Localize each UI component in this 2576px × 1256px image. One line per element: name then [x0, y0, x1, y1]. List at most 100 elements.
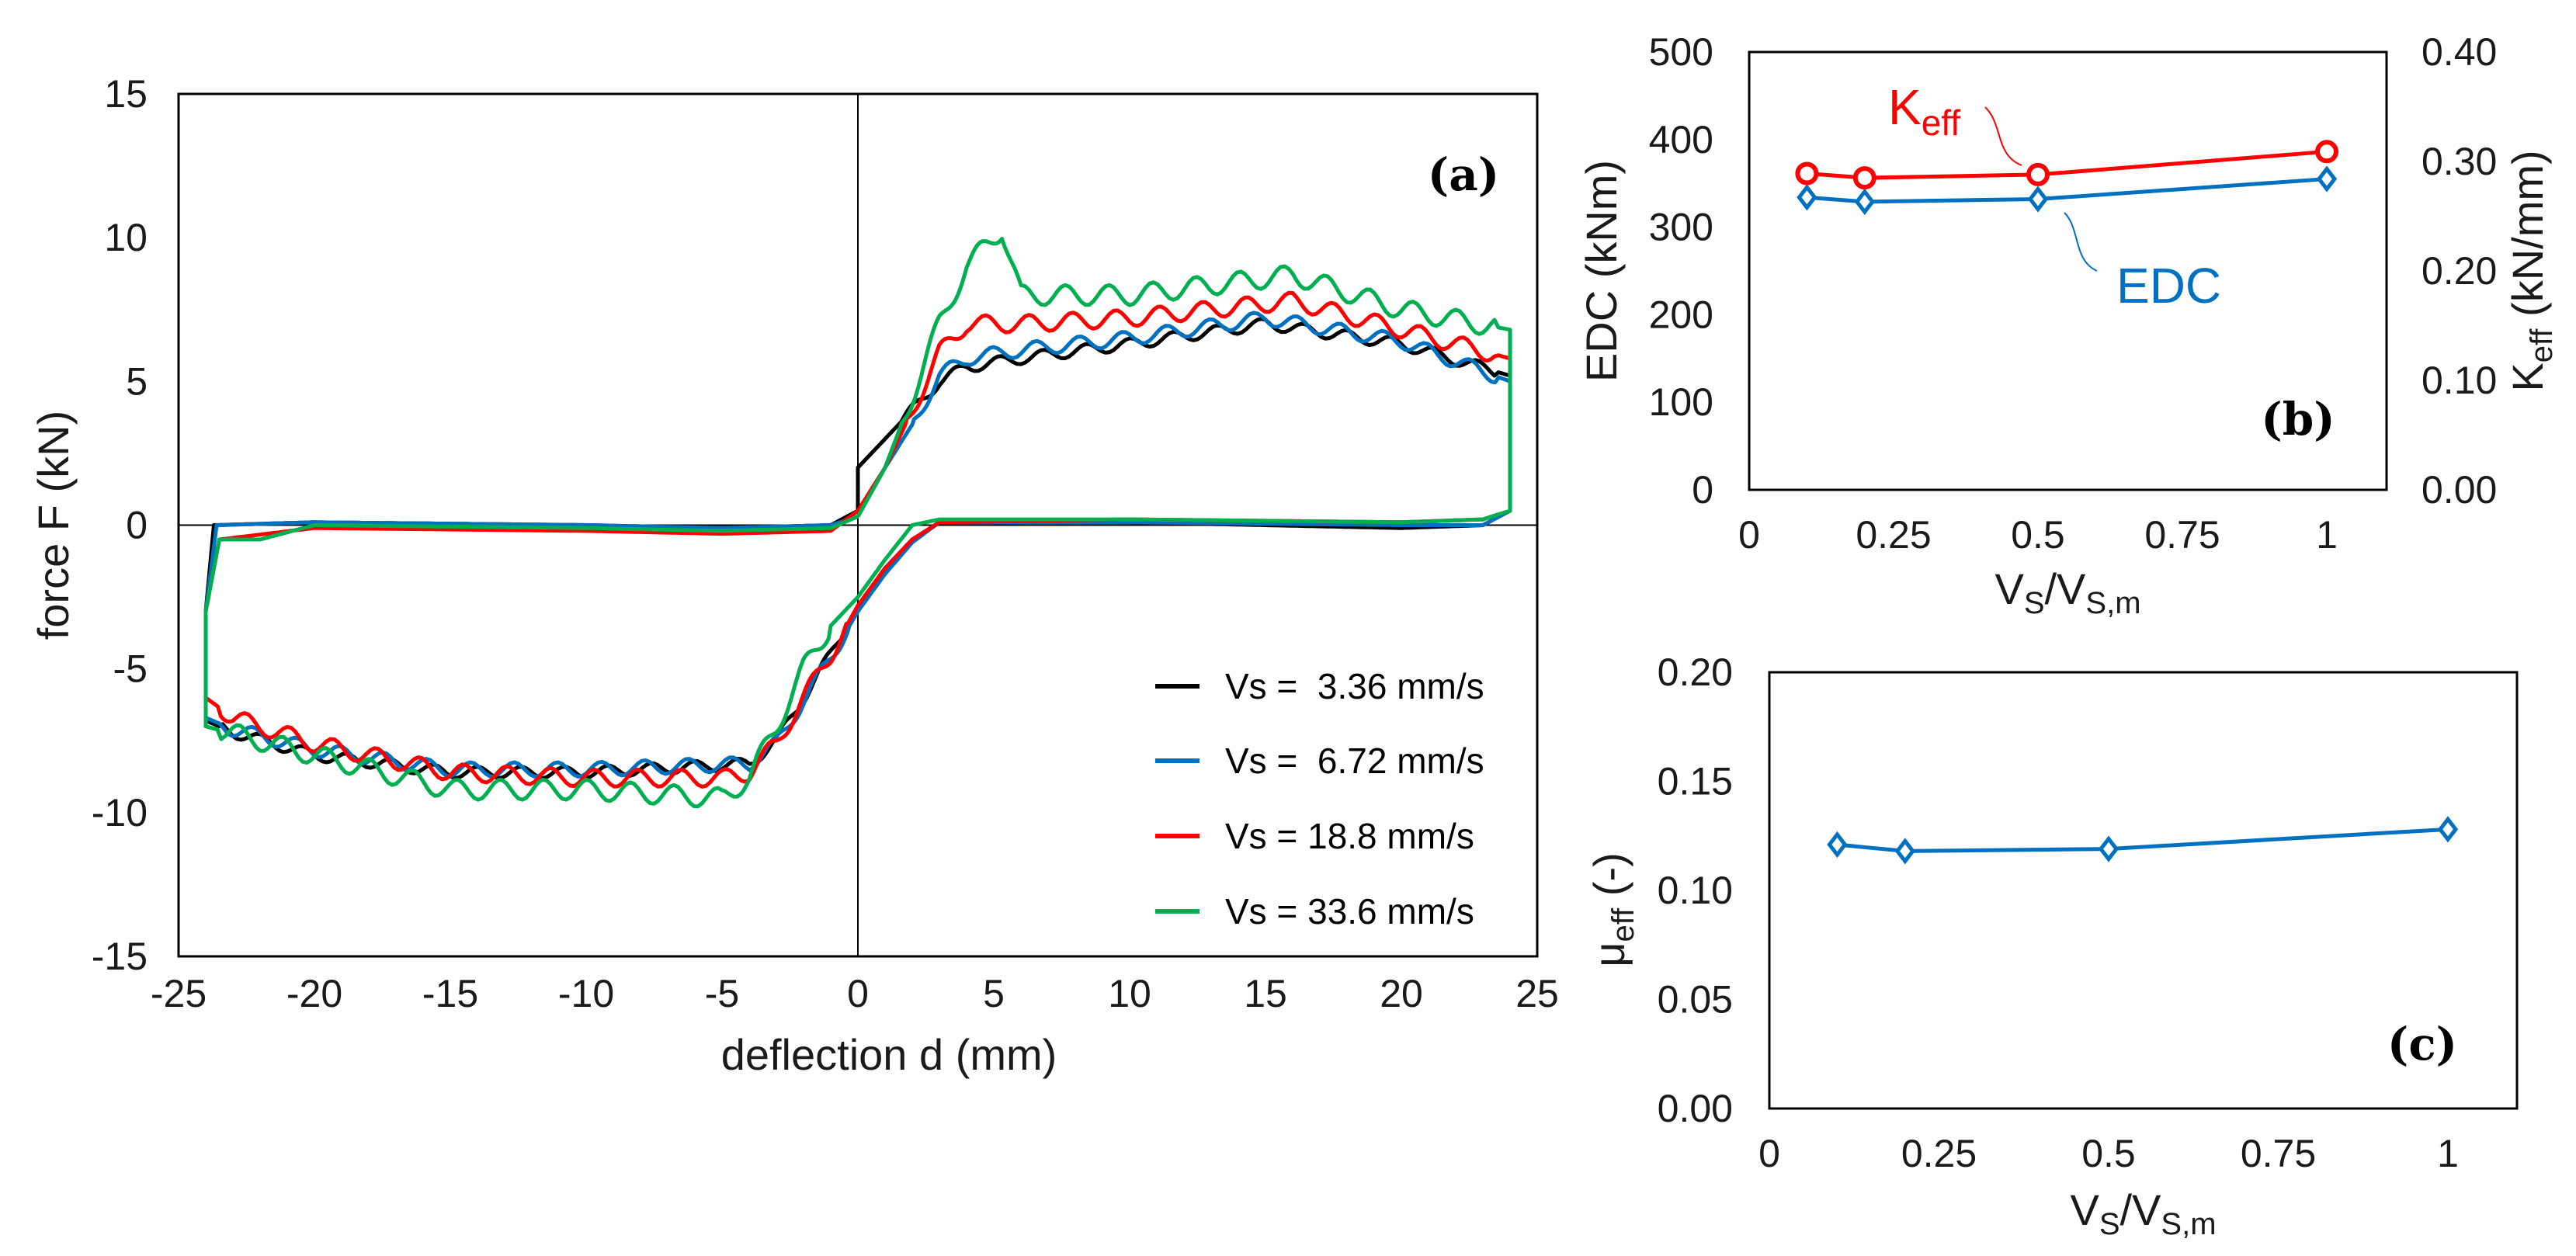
y-left-axis-label: EDC (kNm) — [1577, 160, 1626, 382]
y-tick-label: 0.00 — [1658, 1087, 1733, 1130]
keff-data-point — [1852, 166, 1876, 190]
series-line-mu — [1837, 827, 2449, 853]
legend-item: Vs = 3.36 mm/s — [1155, 666, 1484, 706]
series-line-3 — [203, 237, 1512, 809]
legend-label: Vs = 33.6 mm/s — [1225, 891, 1474, 932]
x-tick-label: 15 — [1244, 972, 1287, 1015]
mu-data-point — [2437, 816, 2459, 843]
series-line-edc — [1807, 177, 2328, 204]
edc-data-point — [1797, 184, 1817, 211]
panel-b: 0 0.25 0.5 0.75 1 0 100 200 300 400 500 0.00 0.10 0.2… — [1577, 30, 2559, 620]
y-axis-label: μeff (-) — [1585, 852, 1640, 967]
y-label-subscript: eff — [2525, 328, 2559, 363]
y-left-tick-label: 500 — [1649, 30, 1713, 74]
keff-data-point — [2315, 140, 2338, 164]
y-left-tick-label: 300 — [1649, 206, 1713, 249]
y-right-tick-label: 0.10 — [2422, 359, 2497, 402]
y-label-subscript: eff — [1606, 907, 1640, 942]
x-label-part: /V — [2120, 1185, 2162, 1234]
panel-a: -25 -20 -15 -10 -5 0 5 10 15 20 25 -15 -10 -5 0 5 10 15 de… — [29, 72, 1559, 1079]
x-axis-label: VS/VS,m — [1994, 564, 2140, 620]
x-label-subscript: S — [2099, 1207, 2120, 1241]
series-line-1 — [203, 311, 1512, 779]
legend-item: Vs = 18.8 mm/s — [1155, 816, 1474, 856]
x-axis-label: VS/VS,m — [2070, 1185, 2216, 1241]
x-tick-label: 20 — [1380, 972, 1423, 1015]
y-left-tick-label: 0 — [1692, 468, 1713, 512]
y-label-part: K — [2503, 363, 2552, 391]
y-tick-label: 0.05 — [1658, 978, 1733, 1022]
y-tick-label: 15 — [104, 72, 148, 116]
mu-data-point — [1894, 838, 1915, 865]
x-label-part: V — [2070, 1185, 2099, 1234]
x-tick-label: 0.75 — [2144, 513, 2220, 557]
y-tick-label: 5 — [126, 359, 148, 403]
y-label-part: (-) — [1585, 852, 1633, 908]
x-tick-label: 0.25 — [1856, 513, 1931, 557]
x-tick-label: 25 — [1515, 972, 1559, 1015]
keff-annotation: Keff — [1888, 79, 1960, 143]
plot-frame-a — [177, 92, 1539, 958]
x-label-subscript: S — [2024, 586, 2045, 620]
x-tick-label: 5 — [983, 972, 1005, 1015]
legend-item: Vs = 6.72 mm/s — [1155, 741, 1484, 781]
x-tick-label: 0.5 — [2081, 1132, 2136, 1175]
y-tick-label: 0 — [126, 504, 148, 547]
y-axis-label: force F (kN) — [29, 411, 78, 640]
edc-leader-line — [2064, 212, 2098, 272]
y-left-tick-label: 200 — [1649, 293, 1713, 336]
annotation-part: K — [1888, 79, 1922, 135]
x-tick-label: 1 — [2437, 1132, 2459, 1175]
x-tick-label: 0.25 — [1901, 1132, 1977, 1175]
y-tick-label: 0.20 — [1658, 651, 1733, 694]
legend-label: Vs = 6.72 mm/s — [1225, 741, 1484, 781]
mu-data-point — [1827, 831, 1848, 859]
x-tick-label: 1 — [2316, 513, 2338, 557]
y-label-part: μ — [1585, 942, 1633, 967]
panel-label-b: (b) — [2261, 393, 2335, 446]
x-tick-label: 10 — [1108, 972, 1151, 1015]
keff-data-point — [1795, 161, 1819, 186]
y-label-part: (kN/mm) — [2503, 150, 2552, 328]
edc-annotation: EDC — [2116, 258, 2221, 314]
x-tick-label: -20 — [286, 972, 342, 1015]
edc-data-point — [2316, 165, 2338, 193]
annotation-subscript: eff — [1922, 102, 1961, 143]
series-line-2 — [203, 290, 1512, 789]
y-right-tick-label: 0.40 — [2422, 30, 2497, 74]
plot-frame-c — [1768, 671, 2519, 1110]
y-right-tick-label: 0.30 — [2422, 140, 2497, 183]
keff-data-point — [2026, 162, 2050, 186]
legend-item: Vs = 33.6 mm/s — [1155, 891, 1474, 932]
x-tick-label: 0.75 — [2241, 1132, 2316, 1175]
y-left-tick-label: 400 — [1649, 118, 1713, 161]
panel-label-a: (a) — [1428, 148, 1499, 201]
x-tick-label: -10 — [558, 972, 614, 1015]
edc-data-point — [2027, 186, 2049, 213]
y-tick-label: -10 — [92, 791, 148, 834]
keff-leader-line — [1984, 106, 2022, 166]
x-label-subscript: S,m — [2161, 1207, 2216, 1241]
mu-data-point — [2098, 835, 2119, 862]
x-tick-label: 0.5 — [2011, 513, 2065, 557]
y-tick-label: -15 — [92, 935, 148, 978]
x-tick-label: -5 — [705, 972, 739, 1015]
x-tick-label: 0 — [1758, 1132, 1780, 1175]
x-label-subscript: S,m — [2085, 586, 2140, 620]
y-right-tick-label: 0.00 — [2422, 468, 2497, 512]
legend-label: Vs = 3.36 mm/s — [1225, 666, 1484, 706]
y-left-tick-label: 100 — [1649, 380, 1713, 424]
legend-label: Vs = 18.8 mm/s — [1225, 816, 1474, 856]
x-label-part: /V — [2045, 564, 2087, 613]
x-axis-label: deflection d (mm) — [721, 1030, 1057, 1079]
panel-c: 0 0.25 0.5 0.75 1 0.00 0.05 0.10 0.15 0.20 μeff (-… — [1585, 651, 2459, 1241]
panel-label-c: (c) — [2387, 1018, 2457, 1070]
x-tick-label: -25 — [151, 972, 207, 1015]
y-tick-label: 0.10 — [1658, 869, 1733, 912]
y-tick-label: 0.15 — [1658, 760, 1733, 803]
x-tick-label: 0 — [1738, 513, 1760, 557]
y-tick-label: 10 — [104, 216, 148, 259]
edc-data-point — [1854, 188, 1875, 215]
y-right-axis-label: Keff (kN/mm) — [2503, 150, 2559, 391]
